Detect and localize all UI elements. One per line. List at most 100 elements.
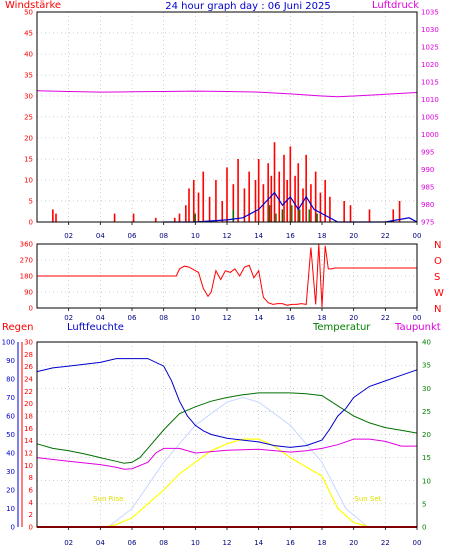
wind-bar (283, 154, 285, 222)
chart-title: 24 hour graph day : 06 Juni 2025 (165, 1, 331, 12)
pressure-ytick-label: 975 (421, 219, 434, 227)
wind-bar (273, 142, 276, 222)
temperature-axis-title: Temperatur (312, 322, 371, 333)
wind-ytick-label: 0 (29, 219, 33, 227)
wind-bar (248, 171, 250, 222)
wind-bar (254, 180, 257, 222)
wind-bar (297, 163, 300, 222)
wind-ytick-label: 35 (24, 72, 33, 80)
gust-bar (281, 209, 284, 222)
wind-bar (398, 201, 401, 222)
climate-panel-xtick-label: 20 (349, 539, 358, 547)
rain-ytick-label: 22 (24, 388, 33, 396)
wind-panel-xtick-label: 10 (191, 232, 200, 240)
humidity-axis-title: Luftfeuchte (67, 322, 124, 333)
wind-bar (294, 175, 296, 222)
sun-label-0: Sun Rise (93, 495, 123, 503)
pressure-ytick-label: 1015 (421, 79, 439, 87)
rain-ytick-label: 10 (24, 462, 33, 470)
direction-panel-xtick-label: 04 (96, 314, 105, 322)
wind-panel-xtick-label: 22 (381, 232, 390, 240)
wind-panel-xtick-label: 18 (318, 232, 327, 240)
wind-ytick-label: 25 (24, 114, 33, 122)
temperature-ytick-label: 5 (422, 500, 426, 508)
wind-bar (270, 175, 273, 222)
rain-ytick-label: 30 (24, 339, 33, 347)
wind-bar (262, 184, 265, 222)
direction-panel-xtick-label: 10 (191, 314, 200, 322)
humidity-ytick-label: 90 (6, 357, 15, 365)
wind-panel-xtick-label: 08 (159, 232, 168, 240)
wind-bar (319, 192, 322, 222)
wind-axis-title: Windstärke (5, 0, 61, 11)
sun-label-1: Sun Set (354, 495, 381, 503)
wind-bar (392, 209, 395, 222)
wind-panel-xtick-label: 20 (349, 232, 358, 240)
climate-panel-xtick-label: 22 (381, 539, 390, 547)
wind-bar (52, 209, 54, 222)
direction-panel-xtick-label: 20 (349, 314, 358, 322)
rain-ytick-label: 8 (29, 474, 33, 482)
wind-bar (188, 188, 190, 222)
compass-label: S (434, 272, 440, 283)
pressure-ytick-label: 980 (421, 201, 434, 209)
direction-panel-xtick-label: 12 (223, 314, 232, 322)
temperature-ytick-label: 15 (422, 454, 431, 462)
gust-bar (194, 213, 196, 222)
direction-panel-xtick-label: 14 (254, 314, 263, 322)
direction-ytick-label: 180 (20, 273, 33, 281)
rain-ytick-label: 26 (24, 363, 33, 371)
rain-ytick-label: 12 (24, 450, 33, 458)
climate-panel-xtick-label: 00 (413, 539, 422, 547)
wind-ytick-label: 15 (24, 156, 33, 164)
dewpoint-line (36, 438, 417, 470)
direction-panel-xtick-label: 06 (128, 314, 137, 322)
pressure-ytick-label: 1010 (421, 96, 439, 104)
wind-bar (343, 201, 345, 222)
humidity-ytick-label: 0 (11, 524, 15, 532)
wind-bar (226, 167, 228, 222)
solar-line (37, 438, 417, 528)
wind-bar (178, 213, 181, 222)
rain-axis-title: Regen (2, 322, 34, 333)
humidity-ytick-label: 10 (6, 505, 15, 513)
wind-bar (202, 171, 205, 222)
wind-bar (197, 192, 200, 222)
compass-label: N (434, 304, 441, 315)
wind-ytick-label: 5 (29, 198, 33, 206)
gust-bar (232, 209, 234, 222)
wind-bar (192, 180, 195, 222)
humidity-ytick-label: 100 (2, 339, 15, 347)
direction-ytick-label: 0 (29, 305, 33, 313)
climate-panel-xtick-label: 12 (223, 539, 232, 547)
gust-bar (275, 213, 277, 222)
wind-bar (185, 205, 187, 222)
wind-panel-xtick-label: 06 (128, 232, 137, 240)
wind-panel-xtick-label: 16 (286, 232, 295, 240)
wind-direction-line (37, 243, 417, 308)
rain-ytick-label: 14 (24, 437, 33, 445)
wind-ytick-label: 10 (24, 177, 33, 185)
wind-bar (289, 146, 292, 222)
climate-panel-xtick-label: 18 (318, 539, 327, 547)
climate-panel-xtick-label: 06 (128, 539, 137, 547)
temperature-ytick-label: 35 (422, 362, 431, 370)
compass-label: W (434, 288, 444, 299)
wind-bar (132, 213, 135, 222)
wind-bar (208, 196, 211, 222)
pressure-ytick-label: 995 (421, 149, 434, 157)
rain-ytick-label: 20 (24, 400, 33, 408)
wind-bar (173, 217, 176, 222)
wind-bar (267, 163, 269, 222)
direction-panel-xtick-label: 22 (381, 314, 390, 322)
climate-panel-xtick-label: 16 (286, 539, 295, 547)
wind-bar (305, 154, 307, 222)
wind-panel-xtick-label: 00 (413, 232, 422, 240)
rain-ytick-label: 0 (29, 524, 33, 532)
humidity-ytick-label: 30 (6, 468, 15, 476)
direction-panel-xtick-label: 02 (64, 314, 73, 322)
wind-ytick-label: 40 (24, 51, 33, 59)
pressure-ytick-label: 1025 (421, 44, 439, 52)
pressure-ytick-label: 985 (421, 184, 434, 192)
